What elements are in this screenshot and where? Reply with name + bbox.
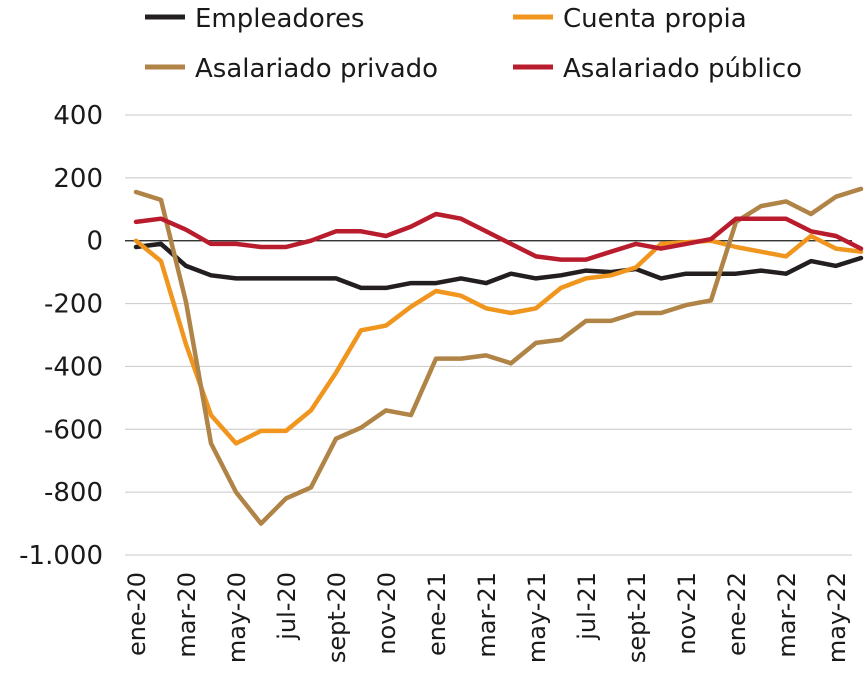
x-tick-label: jul-20: [273, 572, 301, 641]
legend: Empleadores Cuenta propia Asalariado priva…: [145, 4, 802, 84]
y-axis-tick-labels: 400 200 0 -200 -400 -600 -800 -1.000: [19, 101, 103, 571]
x-tick-label: nov-20: [373, 572, 401, 655]
x-tick-label: mar-22: [773, 572, 801, 658]
x-tick-label: may-21: [523, 572, 551, 663]
x-tick-label: may-20: [223, 572, 251, 663]
series-line-cuenta-propia: [133, 233, 864, 446]
x-tick-label: mar-20: [173, 572, 201, 658]
series-line-empleadores: [133, 241, 864, 291]
legend-label-cuenta-propia: Cuenta propia: [563, 4, 747, 34]
x-tick-label: ene-21: [423, 572, 451, 656]
y-tick-label: 400: [53, 101, 103, 131]
legend-label-asalariado-publico: Asalariado público: [563, 54, 802, 84]
x-tick-label: mar-21: [473, 572, 501, 658]
y-tick-label: -600: [44, 415, 103, 445]
x-tick-label: sept-20: [323, 572, 351, 663]
x-tick-label: jul-21: [573, 572, 601, 641]
series-line-asalariado-publico: [133, 211, 864, 262]
x-tick-label: ene-22: [723, 572, 751, 656]
legend-label-empleadores: Empleadores: [195, 4, 364, 34]
y-tick-label: -800: [44, 478, 103, 508]
y-tick-label: -200: [44, 290, 103, 320]
gridlines: [125, 114, 852, 556]
x-tick-label: may-22: [823, 572, 851, 663]
legend-label-asalariado-privado: Asalariado privado: [195, 54, 438, 84]
x-tick-label: ene-20: [123, 572, 151, 656]
x-tick-label: sept-21: [623, 572, 651, 663]
y-tick-label: -1.000: [19, 541, 103, 571]
y-tick-label: 200: [53, 164, 103, 194]
series-lines: [133, 186, 864, 526]
y-tick-label: -400: [44, 352, 103, 382]
x-axis-tick-labels: ene-20 mar-20 may-20 jul-20 sept-20 nov-20 ene…: [123, 572, 851, 663]
y-tick-label: 0: [86, 227, 103, 257]
x-tick-label: nov-21: [673, 572, 701, 655]
